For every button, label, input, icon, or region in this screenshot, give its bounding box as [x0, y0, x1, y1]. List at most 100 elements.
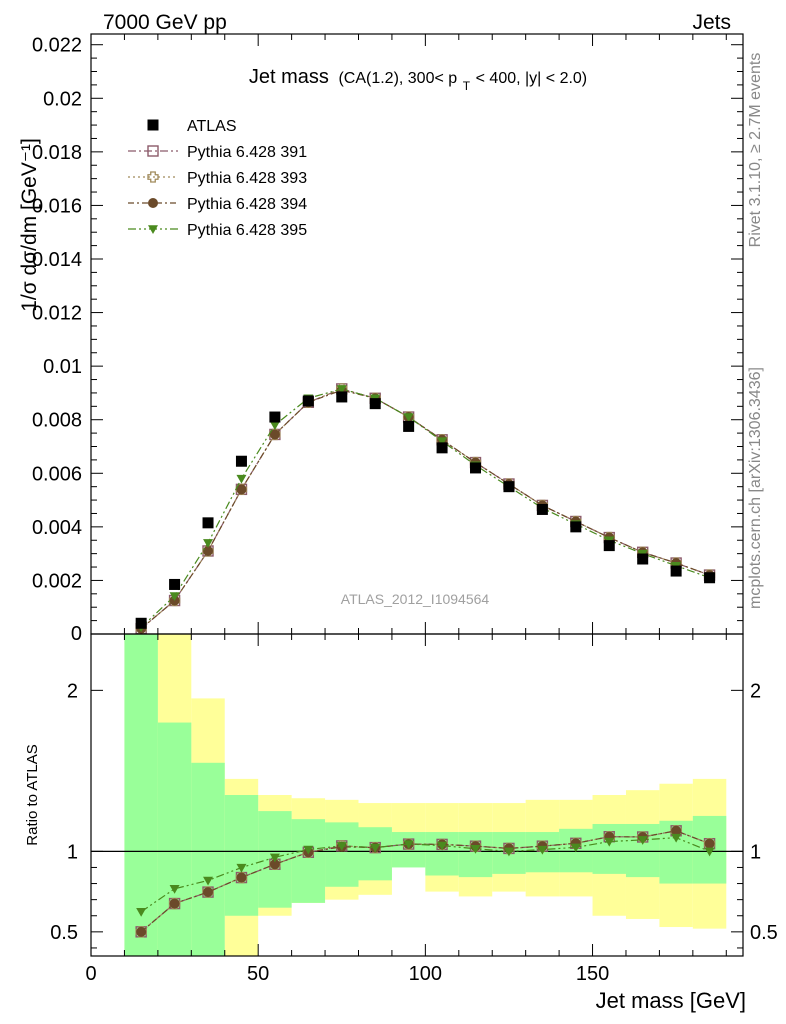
ratio-3-point: [203, 887, 214, 898]
atlas-data-point: [235, 455, 247, 467]
legend-entry-label: Pythia 6.428 391: [187, 144, 307, 161]
band-green-bin: [458, 832, 493, 878]
header-left-label: 7000 GeV pp: [103, 11, 227, 34]
ratio-4-point: [503, 847, 514, 857]
atlas-data-point: [135, 617, 147, 629]
chart-title: Jet mass (CA(1.2), 300< p T < 400, |y| <…: [249, 66, 587, 95]
x-tick-label: 0: [85, 963, 96, 985]
series-line-3: [140, 389, 710, 630]
legend-entry-label: Pythia 6.428 394: [187, 196, 307, 213]
atlas-data-point: [169, 578, 181, 590]
x-axis-label: Jet mass [GeV]: [596, 988, 746, 1013]
ratio-bands: [91, 634, 743, 956]
ratio-4-point: [637, 836, 648, 845]
y-main-tick-label: 0.008: [32, 410, 82, 432]
analysis-watermark: ATLAS_2012_I1094564: [341, 591, 490, 607]
y-main-zero-label: 0: [71, 623, 82, 645]
ratio-4-point: [303, 845, 314, 855]
legend: ATLAS Pythia 6.428 391 Pythia 6.428 393 Pyt…: [128, 118, 307, 239]
ratio-plot-frame: [90, 633, 744, 957]
ratio-4-point: [169, 885, 180, 894]
band-green-bin: [157, 722, 192, 956]
ratio-4-point: [403, 840, 414, 850]
ratio-4-point: [203, 876, 214, 886]
ratio-4-point: [236, 863, 247, 873]
series-3-point: [203, 545, 214, 556]
ratio-3-point: [236, 872, 247, 883]
series-4-point: [203, 539, 214, 548]
ratio-3-point: [671, 825, 682, 836]
y-main-tick-label: 0.02: [43, 88, 82, 110]
x-tick-label: 150: [576, 963, 609, 985]
series-line-4: [140, 388, 710, 628]
y-main-tick-label: 0.014: [32, 249, 82, 271]
band-green-bin: [191, 762, 225, 956]
ratio-3-point: [269, 859, 280, 870]
atlas-data-point: [570, 521, 582, 533]
y-ratio-tick-label-right: 0.5: [750, 922, 778, 944]
ratio-4-point: [570, 843, 581, 853]
y-ratio-tick-label-left: 1: [67, 841, 78, 863]
atlas-data-point: [536, 503, 548, 515]
atlas-data-point: [670, 565, 682, 577]
y-ratio-tick-label-left: 0.5: [50, 922, 78, 944]
band-green-bin: [358, 827, 392, 881]
chart-title-subscript: T: [463, 79, 471, 93]
series-3-point: [236, 484, 247, 495]
x-tick-label: 50: [247, 963, 269, 985]
atlas-data-point: [269, 411, 281, 423]
atlas-data-point: [436, 442, 448, 454]
y-main-tick-label: 0.018: [32, 142, 82, 164]
atlas-data-point: [403, 420, 415, 432]
atlas-data-point: [470, 462, 482, 474]
ratio-4-point: [470, 845, 481, 854]
y-main-tick-label: 0.004: [32, 517, 82, 539]
y-axis-label-ratio: Ratio to ATLAS: [24, 744, 41, 845]
series-4-point: [336, 385, 347, 394]
y-main-tick-label: 0.016: [32, 195, 82, 217]
band-green-bin: [325, 822, 359, 887]
rivet-label: Rivet 3.1.10, ≥ 2.7M events: [747, 53, 764, 248]
band-green-bin: [224, 795, 259, 916]
legend-entry-label: Pythia 6.428 393: [187, 170, 307, 187]
legend-marker: [147, 171, 159, 183]
y-main-tick-label: 0.006: [32, 463, 82, 485]
y-main-tick-label: 0.01: [43, 356, 82, 378]
series-4-point: [403, 413, 414, 423]
chart-title-tail: < 400, |y| < 2.0): [476, 70, 588, 87]
series-line-2: [140, 388, 710, 630]
chart-title-main: Jet mass: [249, 66, 329, 88]
ratio-3-point: [169, 898, 180, 909]
legend-entry-label: Pythia 6.428 395: [187, 222, 307, 239]
y-main-tick-label: 0.022: [32, 35, 82, 57]
ratio-4-point: [537, 845, 548, 855]
ratio-4-point: [370, 843, 381, 853]
ratio-3-point: [136, 926, 147, 937]
series-3-point: [269, 429, 280, 440]
band-green-bin: [291, 819, 326, 903]
atlas-data-point: [637, 553, 649, 565]
ratio-3-point: [704, 838, 715, 849]
legend-entry-label: ATLAS: [187, 118, 237, 135]
legend-marker: [148, 225, 158, 234]
atlas-data-point: [336, 391, 348, 403]
band-green-bin: [425, 832, 459, 876]
ratio-4-point: [671, 833, 682, 843]
ratio-4-point: [604, 837, 615, 847]
series-4-point: [236, 474, 247, 484]
chart-title-sub: (CA(1.2), 300< p: [338, 70, 457, 87]
header-right-label: Jets: [692, 11, 731, 34]
atlas-data-point: [603, 540, 615, 552]
y-ratio-tick-label-left: 2: [67, 680, 78, 702]
ratio-4-point: [136, 907, 147, 917]
y-ratio-tick-label-right: 2: [750, 680, 761, 702]
mcplots-label: mcplots.cern.ch [arXiv:1306.3436]: [747, 367, 764, 609]
main-plot-marks: [135, 383, 716, 634]
ratio-line-4: [140, 837, 710, 913]
x-tick-label: 100: [409, 963, 442, 985]
ratio-4-point: [704, 847, 715, 857]
axes-ticks: 0 50 100 150 0.002 0.004 0.006 0.008 0.01 0.012 0.…: [32, 34, 778, 985]
series-4-point: [437, 437, 448, 447]
series-4-point: [269, 421, 280, 431]
